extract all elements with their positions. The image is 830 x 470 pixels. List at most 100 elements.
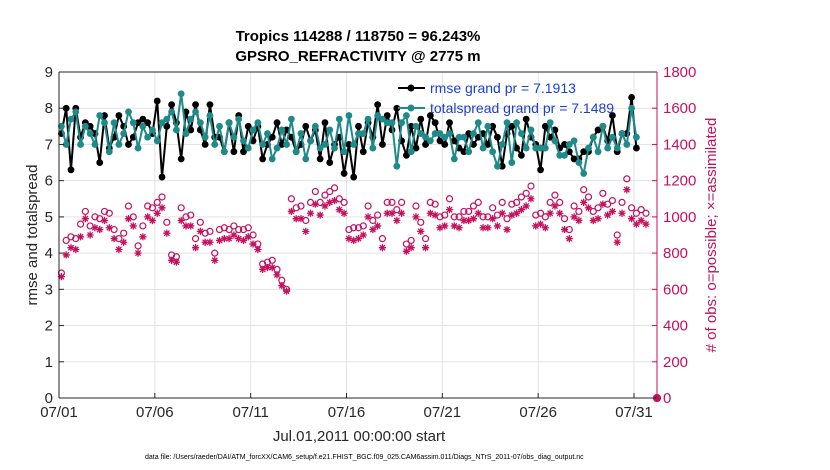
point-totalspread bbox=[551, 137, 559, 145]
point-totalspread bbox=[613, 144, 621, 152]
point-possible bbox=[498, 198, 506, 206]
point-rmse bbox=[244, 122, 252, 130]
point-totalspread bbox=[561, 151, 568, 159]
series-possible bbox=[57, 175, 650, 293]
point-rmse bbox=[230, 148, 238, 156]
point-assimilated bbox=[326, 198, 334, 206]
point-rmse bbox=[570, 155, 578, 163]
point-assimilated bbox=[584, 204, 593, 212]
point-possible bbox=[469, 202, 478, 210]
point-totalspread bbox=[589, 133, 597, 141]
point-totalspread bbox=[129, 119, 137, 127]
point-assimilated bbox=[623, 186, 631, 194]
x-tick-label: 07/16 bbox=[328, 404, 366, 421]
point-assimilated bbox=[388, 209, 396, 217]
point-assimilated bbox=[570, 213, 578, 221]
point-totalspread bbox=[465, 148, 473, 156]
point-assimilated bbox=[402, 247, 410, 255]
point-rmse bbox=[177, 155, 185, 163]
point-possible bbox=[560, 215, 569, 223]
point-totalspread bbox=[412, 122, 420, 130]
point-assimilated bbox=[431, 211, 439, 219]
point-assimilated bbox=[532, 222, 540, 230]
point-assimilated bbox=[489, 215, 497, 223]
point-assimilated bbox=[479, 224, 487, 232]
point-totalspread bbox=[57, 122, 65, 130]
point-assimilated bbox=[206, 238, 214, 246]
point-totalspread bbox=[153, 137, 161, 145]
point-possible bbox=[556, 198, 564, 206]
tick-labels: 07/01 07/06 07/11 07/16 07/21 07/26 07/31 0 1 2 3 4… bbox=[40, 64, 696, 421]
point-rmse bbox=[628, 93, 636, 101]
point-totalspread bbox=[120, 130, 128, 137]
point-assimilated bbox=[67, 244, 75, 252]
point-possible bbox=[187, 211, 195, 219]
point-totalspread bbox=[508, 159, 516, 166]
point-totalspread bbox=[632, 133, 640, 141]
point-possible bbox=[350, 224, 358, 232]
point-totalspread bbox=[220, 148, 228, 156]
point-assimilated bbox=[383, 209, 391, 217]
point-assimilated bbox=[398, 209, 406, 217]
point-rmse bbox=[139, 115, 147, 123]
point-rmse bbox=[350, 173, 358, 181]
point-totalspread bbox=[230, 133, 238, 141]
point-possible bbox=[608, 196, 617, 205]
x-tick-label: 07/31 bbox=[615, 404, 653, 421]
point-totalspread bbox=[268, 155, 276, 163]
point-assimilated bbox=[565, 235, 573, 243]
point-assimilated bbox=[335, 206, 343, 214]
point-rmse bbox=[431, 119, 439, 127]
point-totalspread bbox=[201, 133, 209, 141]
point-assimilated bbox=[560, 225, 569, 234]
point-rmse bbox=[192, 101, 199, 108]
point-possible bbox=[489, 204, 497, 212]
y-right-tick-label: 800 bbox=[663, 245, 688, 262]
point-assimilated bbox=[594, 215, 602, 223]
point-rmse bbox=[522, 115, 530, 123]
point-assimilated bbox=[522, 202, 530, 210]
point-assimilated bbox=[72, 245, 80, 254]
point-totalspread bbox=[287, 115, 295, 123]
point-assimilated bbox=[374, 222, 382, 230]
point-rmse bbox=[393, 104, 401, 112]
point-totalspread bbox=[91, 141, 99, 148]
point-totalspread bbox=[628, 104, 636, 112]
point-assimilated bbox=[618, 209, 626, 217]
point-rmse bbox=[498, 162, 506, 170]
point-possible bbox=[637, 206, 645, 214]
point-assimilated bbox=[91, 224, 99, 232]
point-rmse bbox=[436, 137, 444, 145]
point-rmse bbox=[259, 155, 267, 163]
point-possible bbox=[580, 186, 588, 194]
point-totalspread bbox=[379, 115, 386, 123]
point-totalspread bbox=[441, 133, 449, 141]
point-rmse bbox=[632, 144, 640, 152]
y-axis-label-right: # of obs: o=possible; ×=assimilated bbox=[703, 118, 720, 353]
chart-subtitle: GPSRO_REFRACTIVITY @ 2775 m bbox=[235, 48, 480, 65]
point-totalspread bbox=[450, 155, 458, 163]
point-rmse bbox=[125, 141, 132, 148]
point-totalspread bbox=[532, 144, 540, 152]
point-totalspread bbox=[479, 144, 487, 152]
point-possible bbox=[326, 187, 334, 196]
point-assimilated bbox=[96, 225, 104, 234]
point-possible bbox=[206, 227, 214, 235]
point-assimilated bbox=[527, 195, 535, 203]
point-assimilated bbox=[541, 224, 549, 232]
point-assimilated bbox=[321, 202, 329, 210]
point-assimilated bbox=[144, 213, 152, 221]
point-totalspread bbox=[565, 141, 573, 148]
point-possible bbox=[76, 220, 85, 228]
point-totalspread bbox=[316, 144, 324, 152]
point-totalspread bbox=[546, 119, 554, 127]
point-rmse bbox=[594, 126, 602, 134]
x-tick-label: 07/11 bbox=[232, 404, 268, 421]
point-possible bbox=[594, 204, 602, 212]
point-assimilated bbox=[201, 238, 209, 246]
x-axis-label: Jul.01,2011 00:00:00 start bbox=[273, 428, 446, 445]
point-totalspread bbox=[326, 126, 334, 134]
point-possible bbox=[393, 206, 401, 214]
point-rmse bbox=[96, 159, 104, 166]
point-totalspread bbox=[283, 141, 291, 148]
